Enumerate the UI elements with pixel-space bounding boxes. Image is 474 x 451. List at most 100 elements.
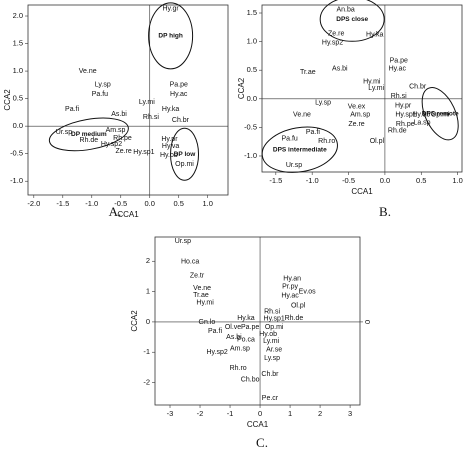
species-point: Ch.br bbox=[409, 84, 427, 91]
species-point: Ve.ex bbox=[348, 104, 366, 111]
species-point: Op.mi bbox=[265, 324, 284, 331]
x-tick-label: 1.0 bbox=[452, 176, 462, 185]
species-point: Ve.ne bbox=[293, 112, 311, 119]
species-point: Am.sp bbox=[350, 112, 370, 119]
x-tick-label: -1.5 bbox=[269, 176, 282, 185]
species-point: Tr.ae bbox=[300, 69, 316, 76]
x-tick-label: -0.5 bbox=[342, 176, 355, 185]
species-point: Am.sp bbox=[230, 346, 250, 353]
y-axis-label: CCA2 bbox=[3, 89, 12, 111]
x-tick-label: 3 bbox=[348, 409, 352, 418]
species-point: Hy.ac bbox=[389, 65, 407, 72]
species-point: Hy.pr bbox=[395, 103, 412, 110]
x-tick-label: 1 bbox=[288, 409, 292, 418]
species-point: Am.sp bbox=[106, 127, 126, 134]
group-label: DP low bbox=[174, 151, 196, 158]
species-point: Hy.gr bbox=[162, 6, 179, 13]
x-axis-label: CCA1 bbox=[247, 420, 269, 429]
species-point: An.ba bbox=[336, 6, 354, 13]
species-point: Ar.se bbox=[266, 347, 282, 354]
species-point: As.bi bbox=[226, 334, 242, 341]
species-point: Hy.sp2 bbox=[322, 40, 343, 47]
x-tick-label: 0.0 bbox=[145, 199, 155, 208]
species-point: As.bi bbox=[111, 111, 127, 118]
species-point: Ur.sp bbox=[56, 129, 72, 136]
species-point: Pa.fu bbox=[281, 136, 297, 143]
species-point: Ze.re bbox=[328, 30, 344, 37]
x-axis-label: CCA1 bbox=[351, 187, 373, 196]
x-tick-label: 1.0 bbox=[202, 199, 212, 208]
species-point: Ly.mi bbox=[263, 338, 279, 345]
group-ellipse bbox=[261, 126, 338, 173]
y-tick-label: -1 bbox=[143, 347, 150, 356]
species-point: Rh.ro bbox=[230, 365, 247, 372]
species-point: Rh.ro bbox=[318, 138, 335, 145]
y-tick-label: -0.5 bbox=[244, 122, 257, 131]
species-point: Ol.pl bbox=[291, 303, 306, 310]
species-point: Hy.sp1 bbox=[395, 112, 416, 119]
x-tick-label: -1.0 bbox=[85, 199, 98, 208]
species-point: Rh.de bbox=[388, 128, 407, 135]
species-point: Ly.sp bbox=[264, 355, 280, 362]
plot-frame bbox=[27, 4, 229, 196]
species-point: Hy.an bbox=[283, 276, 301, 283]
species-point: Hy.mi bbox=[363, 78, 381, 85]
group-ellipse bbox=[148, 2, 194, 70]
x-tick-label: -0.5 bbox=[114, 199, 127, 208]
x-tick-label: 0 bbox=[258, 409, 262, 418]
species-point: Pr.py bbox=[282, 284, 298, 291]
species-point: Ly.mi bbox=[368, 85, 384, 92]
species-point: Ur.sp bbox=[286, 162, 302, 169]
y-tick-label: 1 bbox=[146, 287, 150, 296]
species-point: Ly.sp bbox=[95, 82, 111, 89]
species-point: Hy.pr bbox=[161, 136, 178, 143]
species-point: Ev.os bbox=[299, 289, 316, 296]
species-point: As.bi bbox=[332, 65, 348, 72]
species-point: Ol.ve bbox=[225, 324, 241, 331]
species-point: Rh.si bbox=[391, 93, 407, 100]
species-point: Ol.pl bbox=[370, 138, 385, 145]
species-point: Pa.fi bbox=[306, 129, 320, 136]
species-point: Rh.pe bbox=[113, 135, 132, 142]
plot-frame bbox=[154, 236, 361, 406]
y-tick-label: 1.5 bbox=[13, 39, 23, 48]
species-point: Pa.fi bbox=[208, 328, 222, 335]
panel-label: A. bbox=[109, 204, 122, 219]
group-label: DP high bbox=[158, 33, 182, 40]
species-point: Pa.pe bbox=[241, 324, 259, 331]
species-point: Pa.fi bbox=[65, 106, 79, 113]
y-tick-label: 1.5 bbox=[247, 8, 257, 17]
y-tick-label: -0.5 bbox=[10, 149, 23, 158]
plot-frame bbox=[261, 4, 463, 173]
species-point: Ho.ca bbox=[181, 259, 199, 266]
species-point: Hy.va bbox=[162, 143, 179, 150]
species-point: Hy.ob bbox=[412, 112, 430, 119]
species-point: Ly.sp bbox=[315, 100, 331, 107]
species-point: Ur.sp bbox=[175, 238, 191, 245]
y-tick-label: -1.0 bbox=[10, 176, 23, 185]
x-tick-label: 0.5 bbox=[174, 199, 184, 208]
species-point: Hy.ka bbox=[237, 315, 254, 322]
species-point: Ze.re bbox=[348, 121, 364, 128]
species-point: Hy.ob bbox=[160, 152, 178, 159]
group-label: DPS intermediate bbox=[273, 146, 327, 153]
species-point: La.sp bbox=[413, 120, 430, 127]
species-point: Rh.pe bbox=[396, 121, 415, 128]
x-tick-label: -2 bbox=[197, 409, 204, 418]
species-point: Ch.br bbox=[261, 371, 279, 378]
species-point: Hy.sp2 bbox=[101, 141, 122, 148]
species-point: Pa.pe bbox=[390, 57, 408, 64]
y-axis-label: CCA2 bbox=[130, 310, 139, 332]
y-tick-label: -2 bbox=[143, 378, 150, 387]
species-point: Hy.ac bbox=[281, 293, 299, 300]
species-point: Hy.sp2 bbox=[206, 349, 227, 356]
species-point: Ze.re bbox=[115, 148, 131, 155]
species-point: Ve.ne bbox=[79, 68, 97, 75]
y-tick-label: 2.0 bbox=[13, 11, 23, 20]
x-tick-label: 0.5 bbox=[416, 176, 426, 185]
x-tick-label: -1 bbox=[227, 409, 234, 418]
species-point: Hy.mi bbox=[196, 300, 214, 307]
species-point: Ch.br bbox=[172, 117, 190, 124]
x-tick-label: 2 bbox=[318, 409, 322, 418]
group-label: DPS close bbox=[336, 16, 368, 23]
